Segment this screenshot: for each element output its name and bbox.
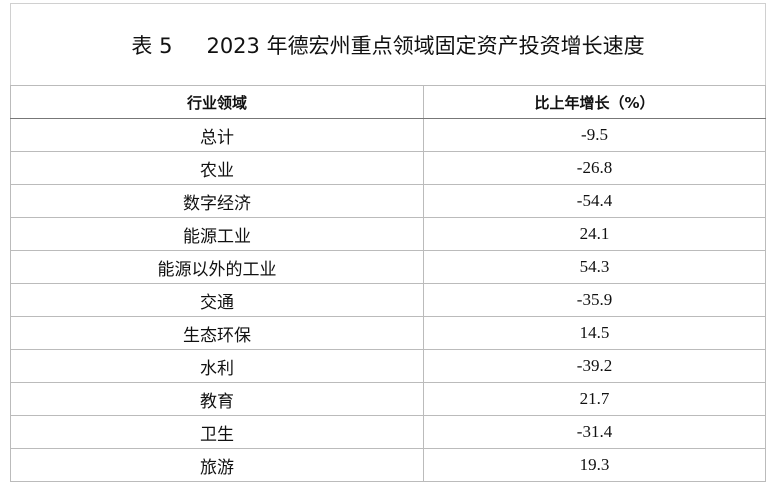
table-row: 水利 -39.2 bbox=[10, 349, 766, 383]
table-row: 农业 -26.8 bbox=[10, 151, 766, 185]
table-row: 能源以外的工业 54.3 bbox=[10, 250, 766, 284]
sector-cell: 农业 bbox=[10, 151, 424, 185]
sector-cell: 生态环保 bbox=[10, 316, 424, 350]
data-table: 行业领域 比上年增长（%） 总计 -9.5 农业 -26.8 数字经济 -54.4 能源工业… bbox=[10, 85, 766, 482]
sector-cell: 旅游 bbox=[10, 448, 424, 482]
sector-cell: 交通 bbox=[10, 283, 424, 317]
sector-cell: 总计 bbox=[10, 118, 424, 152]
table-row: 卫生 -31.4 bbox=[10, 415, 766, 449]
sector-cell: 数字经济 bbox=[10, 184, 424, 218]
column-header: 比上年增长（%） bbox=[423, 85, 766, 119]
growth-cell: -26.8 bbox=[423, 151, 766, 185]
table-row: 能源工业 24.1 bbox=[10, 217, 766, 251]
growth-cell: -31.4 bbox=[423, 415, 766, 449]
table-body: 总计 -9.5 农业 -26.8 数字经济 -54.4 能源工业 24.1 能源以外的工业 54.… bbox=[10, 118, 766, 482]
sector-cell: 教育 bbox=[10, 382, 424, 416]
sector-cell: 能源以外的工业 bbox=[10, 250, 424, 284]
table-number: 表 5 bbox=[131, 34, 173, 58]
growth-cell: 24.1 bbox=[423, 217, 766, 251]
sector-cell: 卫生 bbox=[10, 415, 424, 449]
table-row: 交通 -35.9 bbox=[10, 283, 766, 317]
title-bar: 表 5 2023 年德宏州重点领域固定资产投资增长速度 bbox=[10, 3, 766, 86]
table-row: 总计 -9.5 bbox=[10, 118, 766, 152]
header-row: 行业领域 比上年增长（%） bbox=[10, 85, 766, 119]
growth-cell: -35.9 bbox=[423, 283, 766, 317]
table-title: 2023 年德宏州重点领域固定资产投资增长速度 bbox=[206, 34, 645, 58]
growth-cell: -54.4 bbox=[423, 184, 766, 218]
growth-cell: 21.7 bbox=[423, 382, 766, 416]
growth-cell: 14.5 bbox=[423, 316, 766, 350]
growth-cell: 54.3 bbox=[423, 250, 766, 284]
table-row: 教育 21.7 bbox=[10, 382, 766, 416]
column-header: 行业领域 bbox=[10, 85, 424, 119]
growth-cell: -39.2 bbox=[423, 349, 766, 383]
growth-cell: 19.3 bbox=[423, 448, 766, 482]
sector-cell: 能源工业 bbox=[10, 217, 424, 251]
growth-cell: -9.5 bbox=[423, 118, 766, 152]
table-row: 数字经济 -54.4 bbox=[10, 184, 766, 218]
sector-cell: 水利 bbox=[10, 349, 424, 383]
table-row: 旅游 19.3 bbox=[10, 448, 766, 482]
table-row: 生态环保 14.5 bbox=[10, 316, 766, 350]
